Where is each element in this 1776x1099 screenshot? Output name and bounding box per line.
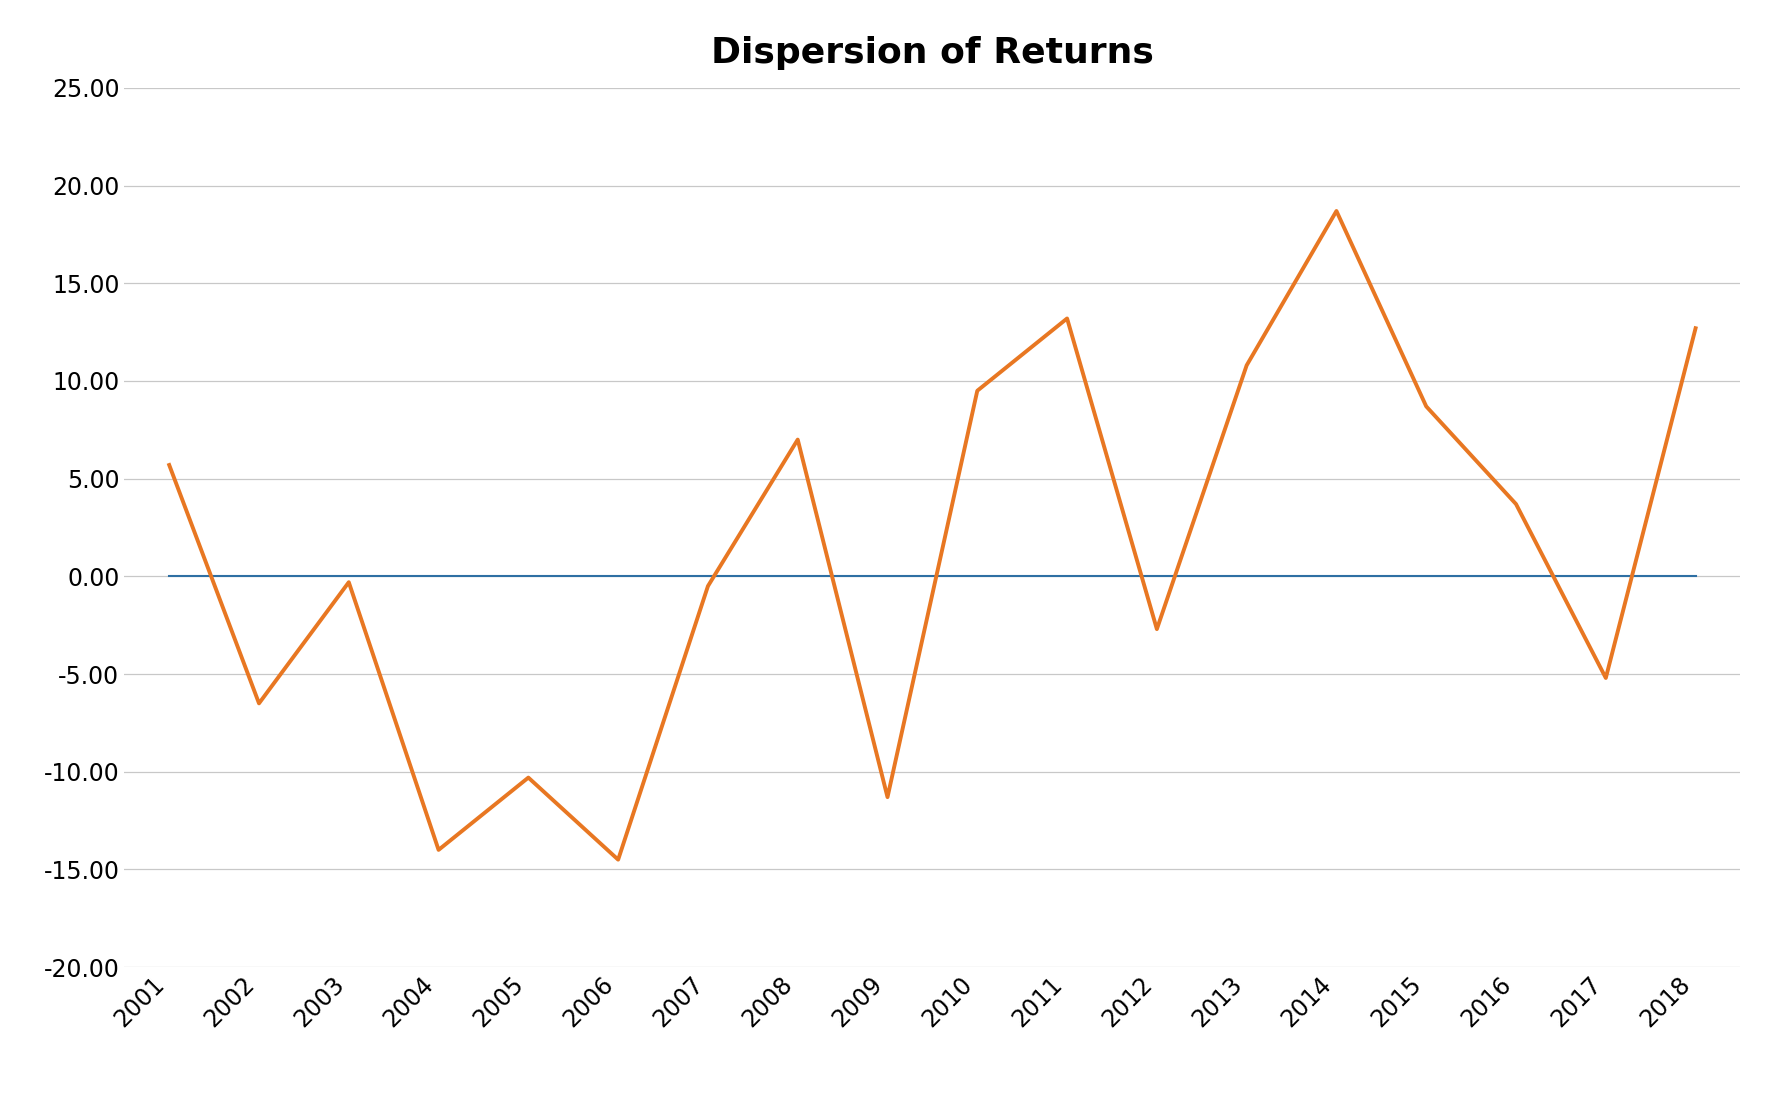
- Title: Dispersion of Returns: Dispersion of Returns: [710, 36, 1154, 70]
